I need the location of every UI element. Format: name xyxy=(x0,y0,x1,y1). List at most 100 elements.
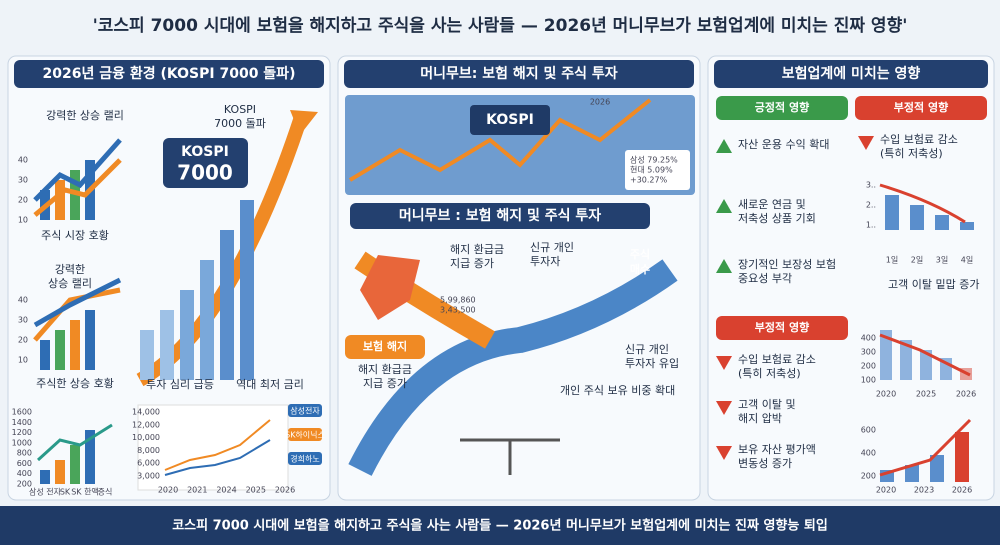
number: 3,43,500 xyxy=(440,306,476,315)
cancel-badge xyxy=(345,335,425,359)
number: 5,99,860 xyxy=(440,296,476,305)
heading: 2026년 금융 환경 (KOSPI 7000 돌파) xyxy=(43,65,296,82)
tick-label: 40 xyxy=(18,296,28,305)
up-arrow xyxy=(716,259,732,273)
tick-label: 2026 xyxy=(956,390,976,399)
tick-label: 2020 xyxy=(158,486,178,495)
title: '코스피 7000 시대에 보험을 해지하고 주식을 사는 사람들 — 2026… xyxy=(93,15,908,36)
tick-label: SK xyxy=(60,488,71,497)
label: 강력한 xyxy=(55,263,85,276)
mini-chart xyxy=(879,183,974,482)
footer-bar xyxy=(0,506,1000,545)
banner xyxy=(470,105,550,135)
tick-label: 1600 xyxy=(12,408,32,417)
banner: KOSPI xyxy=(486,112,534,128)
tick-label: 2025 xyxy=(916,390,936,399)
tick-label: 증식 xyxy=(98,488,113,497)
tick-label: 600 xyxy=(861,426,876,435)
tick-label: 1000 xyxy=(12,438,32,447)
negative-title: 부정적 영향 xyxy=(894,100,948,114)
heading: 보험업계에 미치는 영향 xyxy=(782,65,921,82)
tick-label: 800 xyxy=(17,449,32,458)
note: 고객 이탈 밑맙 증가 xyxy=(888,278,979,291)
screen xyxy=(625,150,690,190)
tick-label: 2020 xyxy=(876,390,896,399)
label: 매수 xyxy=(630,262,650,276)
tick-label: 2024 xyxy=(216,486,236,495)
tick-label: 300 xyxy=(861,348,876,357)
label: 신규 개인 xyxy=(625,343,669,356)
tick-label: 30 xyxy=(18,316,28,325)
tick-label: 3,000 xyxy=(137,472,160,481)
tick-label: 3.. xyxy=(866,181,876,190)
shield xyxy=(360,255,420,320)
legend-label: SK하이닉스 xyxy=(285,430,325,440)
tick-label: 1일 xyxy=(886,256,898,265)
tick-label: 20 xyxy=(18,336,28,345)
tick-label: 1400 xyxy=(12,418,32,427)
up-arrow xyxy=(716,139,732,153)
screen-text: +30.27% xyxy=(630,176,668,185)
tick-label: 8,000 xyxy=(137,446,160,455)
item: 저축성 상품 기회 xyxy=(738,212,816,225)
tick-label: 1.. xyxy=(866,221,876,230)
deco-line xyxy=(348,98,652,182)
tick-label: 30 xyxy=(18,176,28,185)
tick-label: 2025 xyxy=(246,486,266,495)
tick-label: 400 xyxy=(17,469,32,478)
label: 7000 돌파 xyxy=(214,117,266,130)
tick-label: 40 xyxy=(18,156,28,165)
tick-label: 400 xyxy=(861,449,876,458)
item: 변동성 증가 xyxy=(738,457,792,470)
tick-label: SK 한액 xyxy=(71,487,99,497)
label: 투자자 유입 xyxy=(625,357,679,370)
label: 해지 환급금 xyxy=(358,362,412,376)
tick-label: 3일 xyxy=(936,256,948,265)
tick-label: 14,000 xyxy=(132,408,160,417)
label: 상승 랠리 xyxy=(48,277,92,290)
badge: 7000 xyxy=(177,161,233,185)
badge: KOSPI xyxy=(181,144,229,160)
item: 중요성 부각 xyxy=(738,272,792,285)
down-arrow xyxy=(716,446,732,460)
negative-title: 부정적 영향 xyxy=(755,320,809,334)
tick-label: 12,000 xyxy=(132,420,160,429)
tick-label: 400 xyxy=(861,334,876,343)
negative-bar xyxy=(716,316,848,340)
tick-label: 100 xyxy=(861,376,876,385)
item: 자산 운용 수익 확대 xyxy=(738,138,829,151)
down-arrow xyxy=(716,356,732,370)
heading-bar xyxy=(14,60,324,88)
positive-title: 긍정적 영향 xyxy=(755,100,809,114)
item: 보유 자산 평가액 xyxy=(738,443,816,456)
tick-label: 2일 xyxy=(911,256,923,265)
tick-label: 4일 xyxy=(961,256,973,265)
tick-label: 2026 xyxy=(952,486,972,495)
tick-label: 200 xyxy=(861,472,876,481)
item: 해지 압박 xyxy=(738,411,782,425)
up-arrow xyxy=(716,199,732,213)
cancel: 보험 해지 xyxy=(363,339,407,353)
city-image xyxy=(345,95,695,195)
label: 강력한 상승 랠리 xyxy=(46,109,124,122)
tick-label: 10 xyxy=(18,356,28,365)
item: 새로운 연금 및 xyxy=(738,198,806,211)
heading-bar xyxy=(714,60,988,88)
label: 2026 xyxy=(590,98,610,107)
flow-arrow xyxy=(348,259,678,476)
tick-label: 삼성 전자 xyxy=(29,487,62,497)
item: 수입 보험료 감소 xyxy=(880,133,958,146)
right-panel xyxy=(707,55,995,501)
label: KOSPI xyxy=(224,103,256,116)
screen-text: 삼성 79.25% xyxy=(630,155,678,165)
item: 수입 보험료 감소 xyxy=(738,353,816,366)
tick-label: 20 xyxy=(18,196,28,205)
label: 주식 시장 호황 xyxy=(41,229,109,242)
footer: 코스피 7000 시대에 보험을 해지하고 주식을 사는 사람들 — 2026년… xyxy=(172,518,828,534)
label: 지급 증가 xyxy=(450,257,494,270)
heading-bar xyxy=(344,60,694,88)
item: 장기적인 보장성 보험 xyxy=(738,258,836,271)
tick-label: 10,000 xyxy=(132,433,160,442)
positive-bar xyxy=(716,96,848,120)
